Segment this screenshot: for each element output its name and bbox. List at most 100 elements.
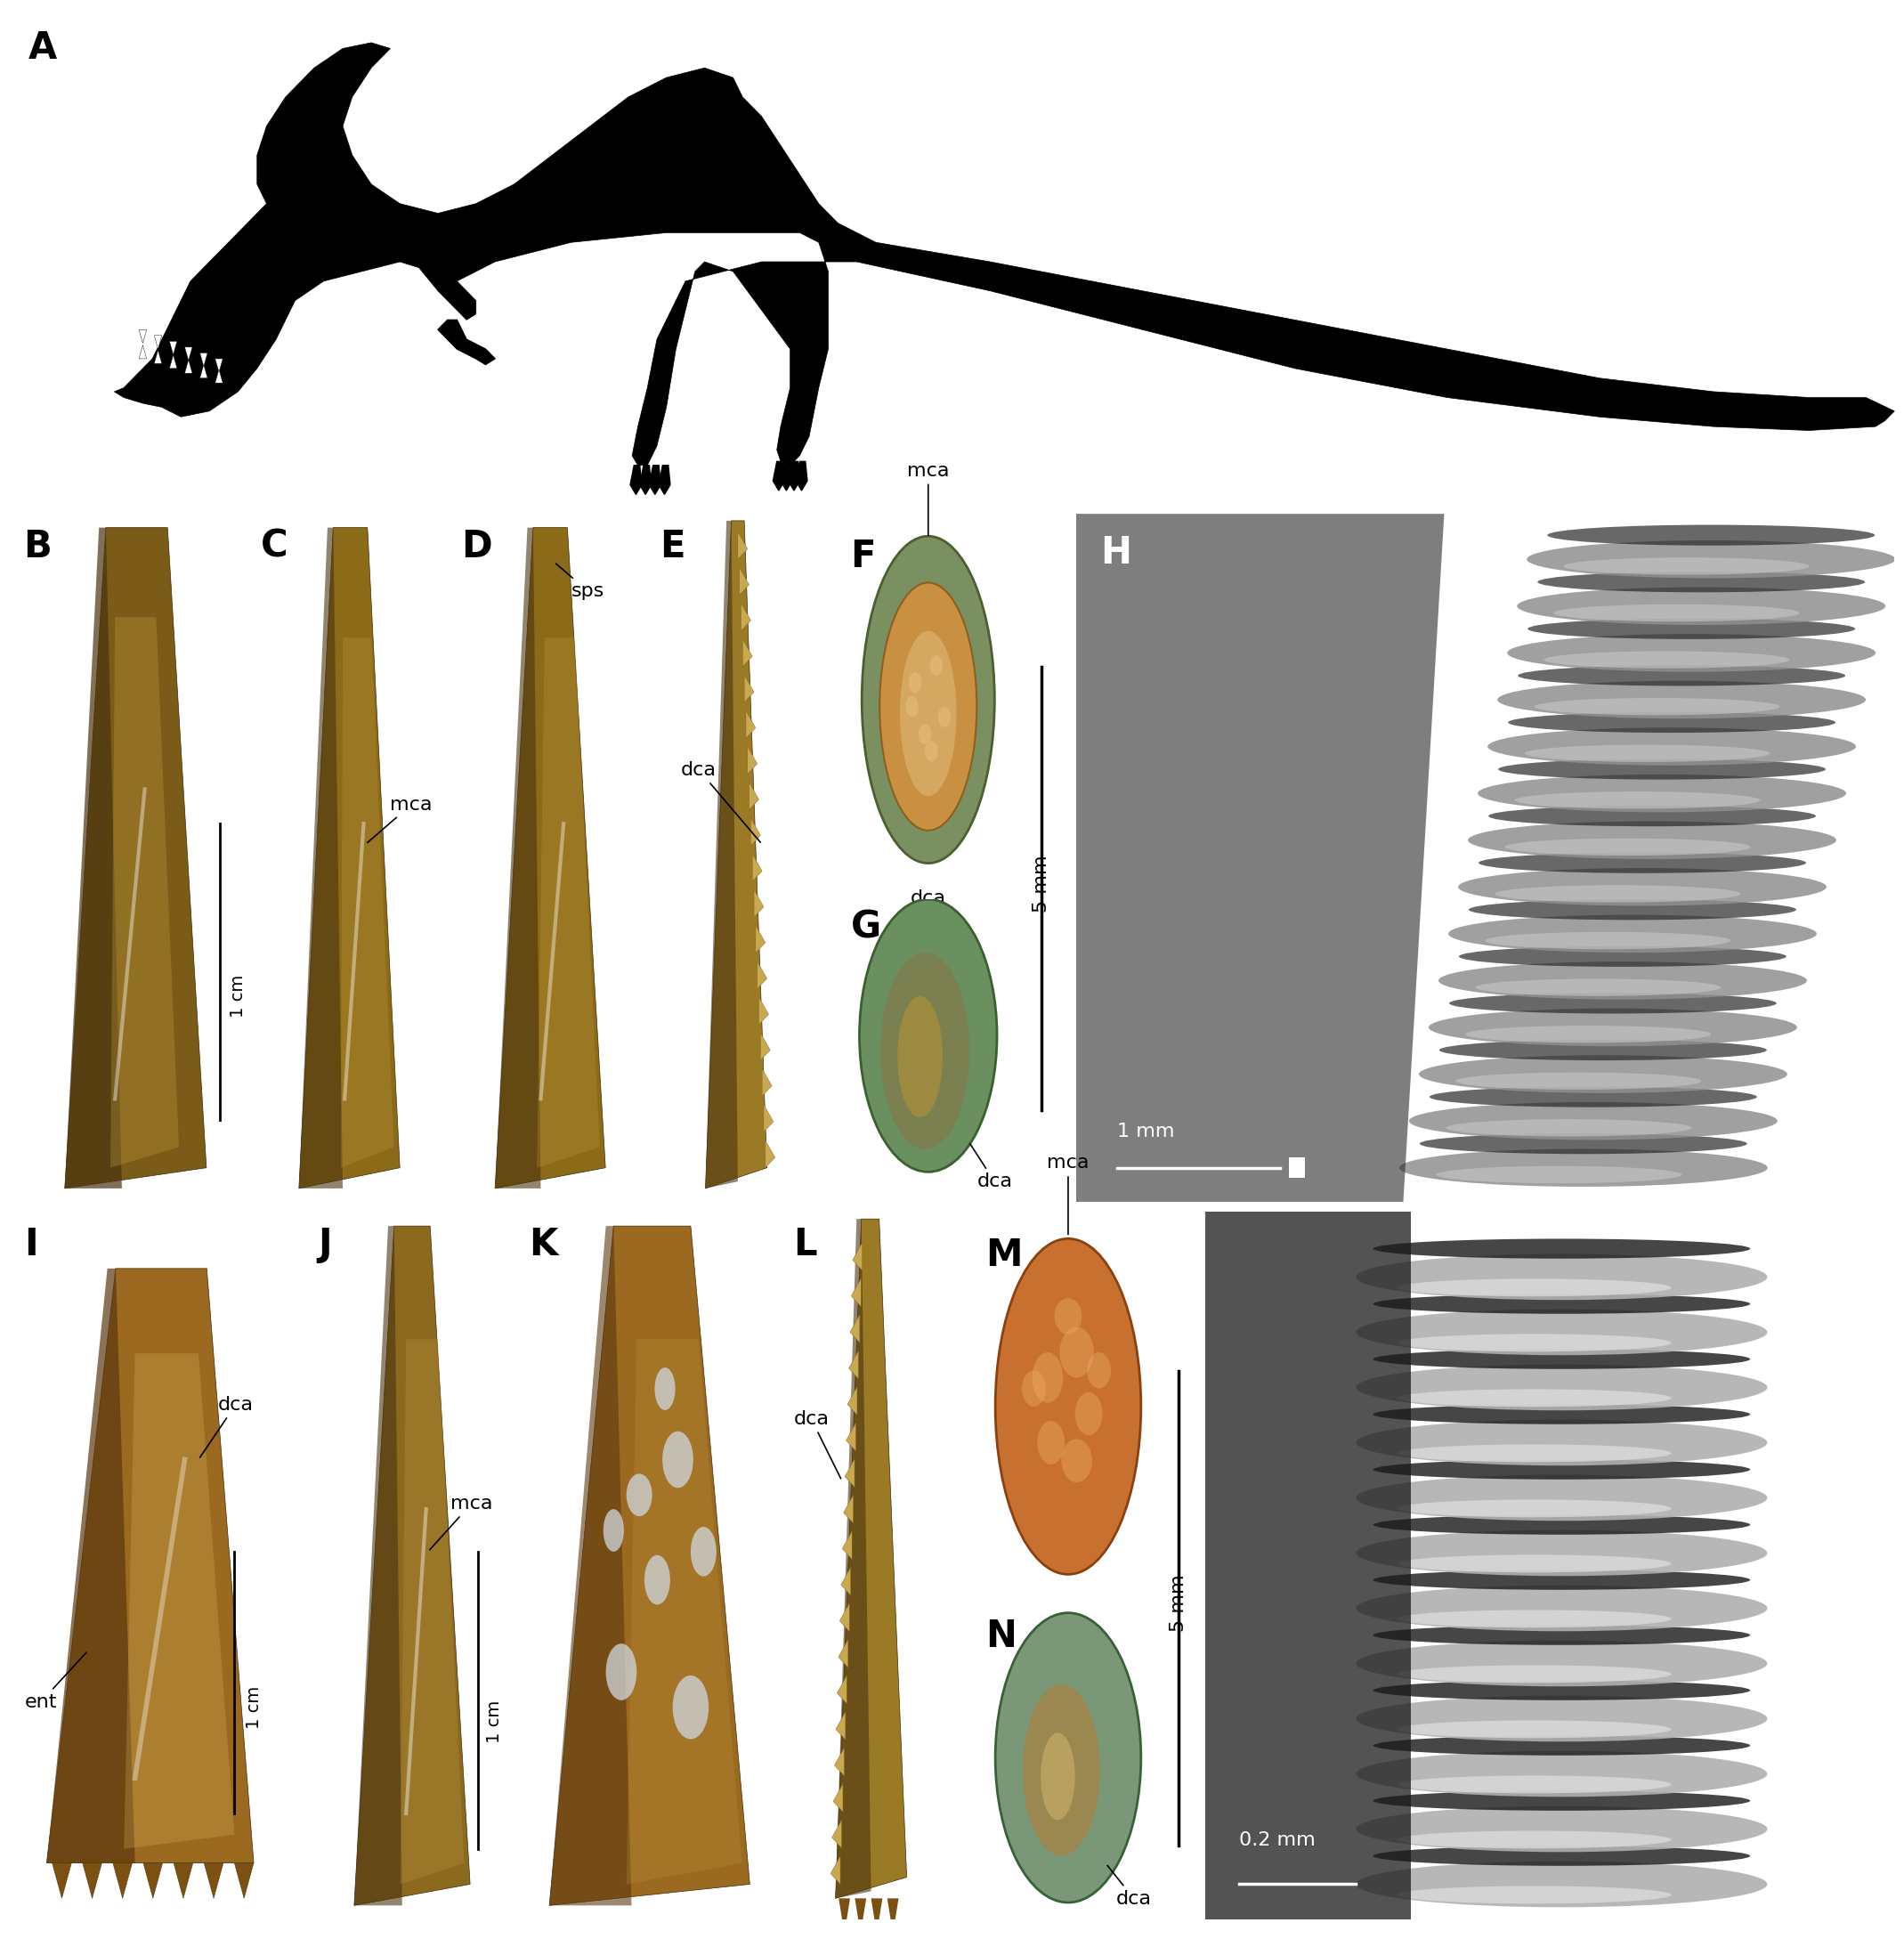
Text: ent: ent <box>25 1652 86 1710</box>
Polygon shape <box>842 1567 851 1596</box>
Ellipse shape <box>1538 572 1866 591</box>
Polygon shape <box>752 853 762 882</box>
Polygon shape <box>185 347 192 361</box>
Ellipse shape <box>1436 1165 1681 1183</box>
Ellipse shape <box>1525 745 1771 762</box>
Polygon shape <box>836 1712 845 1739</box>
Text: A: A <box>29 29 57 66</box>
Ellipse shape <box>1373 1350 1750 1369</box>
Ellipse shape <box>1554 605 1799 622</box>
Ellipse shape <box>880 952 969 1150</box>
Text: D: D <box>461 527 491 564</box>
Polygon shape <box>849 1351 859 1379</box>
Ellipse shape <box>1548 525 1875 545</box>
Polygon shape <box>173 1863 192 1898</box>
Ellipse shape <box>1356 1751 1767 1797</box>
Ellipse shape <box>1468 900 1795 919</box>
Ellipse shape <box>1458 946 1786 968</box>
Ellipse shape <box>880 582 977 830</box>
Ellipse shape <box>1430 1086 1757 1107</box>
Polygon shape <box>840 1604 849 1631</box>
Polygon shape <box>626 1340 743 1885</box>
Ellipse shape <box>1398 1388 1672 1408</box>
Ellipse shape <box>901 630 956 797</box>
Ellipse shape <box>1527 619 1854 640</box>
Polygon shape <box>204 1863 223 1898</box>
Text: mca: mca <box>906 461 950 535</box>
Text: dca: dca <box>1108 1865 1152 1908</box>
Polygon shape <box>887 1898 899 1933</box>
Ellipse shape <box>1508 712 1835 733</box>
Ellipse shape <box>1373 1571 1750 1590</box>
Ellipse shape <box>1428 1008 1797 1047</box>
Ellipse shape <box>1508 634 1875 671</box>
Polygon shape <box>754 890 764 917</box>
Ellipse shape <box>1356 1530 1767 1576</box>
Text: M: M <box>986 1237 1022 1274</box>
Polygon shape <box>200 365 208 378</box>
Text: sps: sps <box>556 564 604 599</box>
Polygon shape <box>781 461 792 491</box>
Polygon shape <box>836 1220 872 1898</box>
Text: J: J <box>318 1225 331 1264</box>
Polygon shape <box>341 638 394 1167</box>
Polygon shape <box>773 461 784 491</box>
Ellipse shape <box>863 537 994 863</box>
Text: mca: mca <box>430 1495 493 1549</box>
Polygon shape <box>843 1495 853 1524</box>
Ellipse shape <box>1356 1586 1767 1631</box>
Polygon shape <box>748 781 760 811</box>
Polygon shape <box>354 1225 402 1906</box>
Text: H: H <box>1101 535 1131 572</box>
Polygon shape <box>845 1458 855 1487</box>
Polygon shape <box>495 527 605 1189</box>
Polygon shape <box>640 465 651 494</box>
Text: dca: dca <box>910 888 946 907</box>
Ellipse shape <box>1504 838 1750 855</box>
Polygon shape <box>743 640 752 667</box>
Ellipse shape <box>626 1474 651 1516</box>
Polygon shape <box>838 1638 847 1668</box>
Text: 5 mm: 5 mm <box>1169 1574 1188 1633</box>
Bar <box>1289 1158 1304 1179</box>
Polygon shape <box>746 712 756 739</box>
Ellipse shape <box>929 655 942 675</box>
Ellipse shape <box>1479 853 1807 873</box>
Polygon shape <box>834 1784 843 1813</box>
Polygon shape <box>234 1863 253 1898</box>
Polygon shape <box>550 1225 750 1906</box>
Ellipse shape <box>1535 698 1780 715</box>
Ellipse shape <box>1544 652 1790 669</box>
Text: 1 mm: 1 mm <box>1116 1123 1175 1140</box>
Text: K: K <box>529 1225 558 1264</box>
Ellipse shape <box>663 1431 693 1487</box>
Polygon shape <box>299 527 400 1189</box>
Text: dca: dca <box>969 1144 1013 1191</box>
Ellipse shape <box>906 696 918 717</box>
Ellipse shape <box>918 723 931 745</box>
Text: N: N <box>986 1617 1017 1656</box>
Ellipse shape <box>1495 886 1740 902</box>
Polygon shape <box>836 1220 906 1898</box>
Ellipse shape <box>1439 1039 1767 1061</box>
Ellipse shape <box>1356 1861 1767 1908</box>
Polygon shape <box>550 1225 632 1906</box>
Ellipse shape <box>1398 1776 1672 1794</box>
Ellipse shape <box>1563 558 1809 574</box>
Polygon shape <box>400 1340 465 1885</box>
Polygon shape <box>185 361 192 372</box>
Polygon shape <box>537 638 600 1167</box>
Ellipse shape <box>1398 1278 1672 1297</box>
Ellipse shape <box>1373 1735 1750 1755</box>
Ellipse shape <box>1022 1371 1045 1406</box>
Polygon shape <box>112 1863 131 1898</box>
Polygon shape <box>830 1856 840 1885</box>
Ellipse shape <box>996 1239 1140 1574</box>
Ellipse shape <box>1041 1733 1076 1821</box>
Ellipse shape <box>1356 1805 1767 1852</box>
Polygon shape <box>154 335 162 349</box>
Ellipse shape <box>1398 1887 1672 1904</box>
Polygon shape <box>169 341 177 355</box>
Ellipse shape <box>1420 1132 1748 1154</box>
Polygon shape <box>659 465 670 494</box>
